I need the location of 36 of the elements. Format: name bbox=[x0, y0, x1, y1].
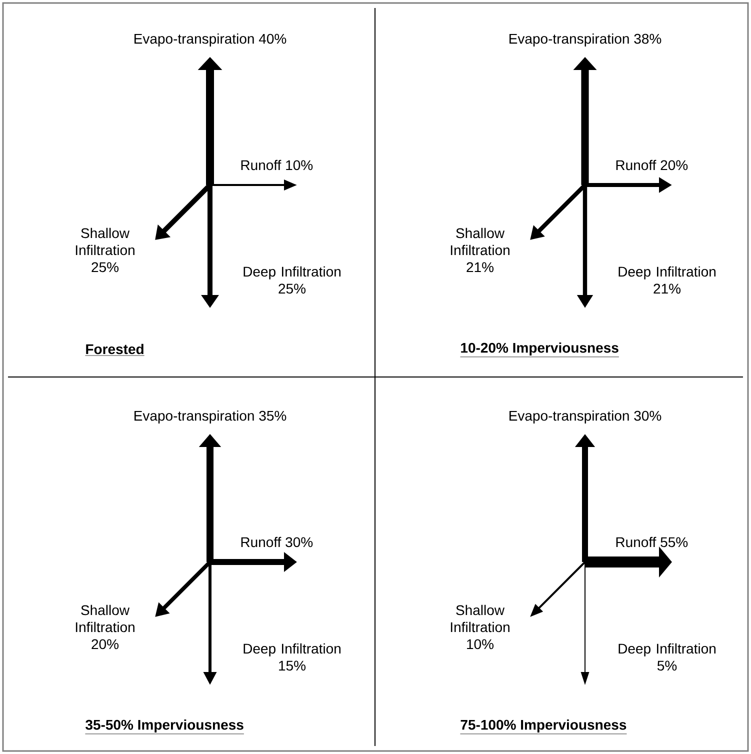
data-label: 21% bbox=[466, 262, 494, 272]
category-label: Deep Infiltration bbox=[618, 266, 716, 280]
data-label: 21% bbox=[654, 284, 681, 294]
data-label: 30% bbox=[286, 537, 313, 548]
data-label: 25% bbox=[278, 284, 306, 294]
category-label: Evapo-transpiration bbox=[510, 33, 629, 47]
text: 35-50% Imperviousness bbox=[86, 719, 244, 733]
text: 10-20% Imperviousness bbox=[461, 342, 618, 356]
data-label: 38% bbox=[634, 34, 662, 44]
category-label: Evapo-transpiration bbox=[510, 410, 629, 424]
data-label: 25% bbox=[92, 262, 119, 272]
data-label: 55% bbox=[660, 537, 688, 548]
data-label: 20% bbox=[92, 639, 119, 650]
category-label: Runoff bbox=[241, 160, 282, 170]
data-label: 35% bbox=[259, 410, 286, 421]
category-label: Deep Infiltration bbox=[244, 643, 340, 656]
text: Forested bbox=[86, 344, 144, 354]
category-label: Shallow Infiltration bbox=[450, 604, 510, 632]
category-label: Runoff bbox=[616, 160, 656, 170]
data-label: 40% bbox=[258, 34, 286, 44]
data-label: 15% bbox=[279, 660, 306, 671]
category-label: Evapo-transpiration bbox=[134, 33, 254, 47]
category-label: Shallow Infiltration bbox=[76, 228, 134, 256]
category-label: Deep Infiltration bbox=[618, 643, 716, 656]
text: 75-100% Imperviousness bbox=[460, 719, 626, 733]
category-label: Runoff bbox=[241, 536, 282, 548]
data-label: 30% bbox=[634, 410, 662, 421]
data-label: 5% bbox=[657, 660, 677, 671]
category-label: Evapo-transpiration bbox=[134, 410, 254, 424]
category-label: Shallow Infiltration bbox=[450, 228, 510, 256]
category-label: Shallow Infiltration bbox=[76, 604, 134, 632]
category-label: Runoff bbox=[616, 536, 656, 548]
data-label: 10% bbox=[286, 160, 313, 170]
data-label: 20% bbox=[660, 160, 688, 170]
category-label: Deep Infiltration bbox=[244, 266, 340, 280]
data-label: 10% bbox=[467, 639, 494, 650]
